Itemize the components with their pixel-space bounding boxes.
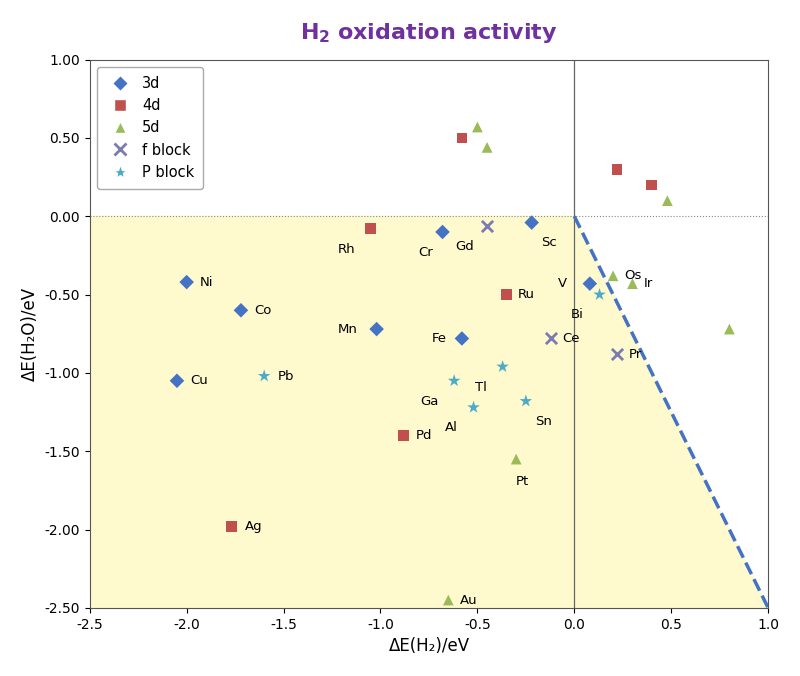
Point <box>365 224 378 235</box>
Text: Tl: Tl <box>475 381 487 393</box>
Text: Sn: Sn <box>535 415 553 428</box>
Text: Cr: Cr <box>418 246 433 259</box>
Text: Pr: Pr <box>629 347 642 360</box>
Point <box>610 164 623 174</box>
Point <box>481 142 494 153</box>
Text: Ni: Ni <box>200 276 214 289</box>
Polygon shape <box>90 216 768 608</box>
Text: Mn: Mn <box>338 322 358 335</box>
Point <box>398 430 410 441</box>
Point <box>606 270 619 281</box>
Point <box>723 324 736 335</box>
Point <box>370 324 383 335</box>
Text: Bi: Bi <box>571 308 584 322</box>
Text: Pd: Pd <box>415 429 432 442</box>
Point <box>471 122 484 132</box>
Point <box>180 276 193 287</box>
Text: Ir: Ir <box>644 277 654 290</box>
Point <box>661 195 674 206</box>
Text: Os: Os <box>625 269 642 283</box>
Y-axis label: ΔE(H₂O)/eV: ΔE(H₂O)/eV <box>21 287 39 381</box>
Point <box>170 375 183 386</box>
Text: Ru: Ru <box>518 288 535 301</box>
Point <box>593 289 606 300</box>
Point <box>455 333 468 344</box>
Text: Sc: Sc <box>542 237 557 249</box>
Point <box>500 289 513 300</box>
Point <box>545 333 558 344</box>
Point <box>510 454 522 464</box>
Point <box>467 402 480 413</box>
Point <box>225 521 238 532</box>
Point <box>583 279 596 289</box>
Title: $\mathbf{H_2}$ $\mathbf{oxidation\ activity}$: $\mathbf{H_2}$ $\mathbf{oxidation\ activ… <box>300 21 558 45</box>
Text: Rh: Rh <box>338 243 355 256</box>
Text: Au: Au <box>460 594 478 606</box>
Text: Ce: Ce <box>562 332 580 345</box>
Text: Ag: Ag <box>245 520 262 533</box>
X-axis label: ΔE(H₂)/eV: ΔE(H₂)/eV <box>388 637 470 655</box>
Text: Gd: Gd <box>454 239 474 253</box>
Text: Pb: Pb <box>278 370 294 383</box>
Legend: 3d, 4d, 5d, f block, P block: 3d, 4d, 5d, f block, P block <box>97 67 203 189</box>
Point <box>455 132 468 143</box>
Text: Co: Co <box>254 304 272 317</box>
Point <box>496 361 509 372</box>
Point <box>610 349 623 360</box>
Text: Cu: Cu <box>190 375 208 387</box>
Text: Fe: Fe <box>431 332 446 345</box>
Point <box>234 305 247 316</box>
Point <box>258 370 270 381</box>
Point <box>448 375 461 386</box>
Point <box>526 217 538 228</box>
Point <box>646 180 658 191</box>
Point <box>481 220 494 231</box>
Point <box>436 226 449 237</box>
Text: Pt: Pt <box>516 475 530 487</box>
Text: Al: Al <box>445 421 458 434</box>
Point <box>519 395 532 406</box>
Point <box>442 595 454 606</box>
Text: Ga: Ga <box>420 395 438 408</box>
Text: V: V <box>558 277 566 290</box>
Point <box>626 279 639 289</box>
